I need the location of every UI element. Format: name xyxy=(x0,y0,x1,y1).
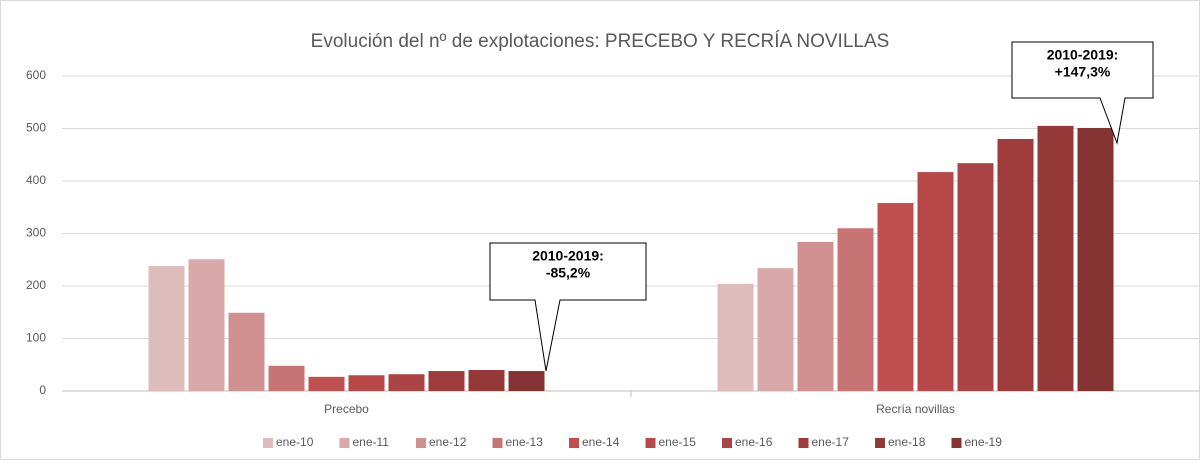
bar xyxy=(837,228,874,391)
bar xyxy=(957,163,994,391)
bar xyxy=(997,139,1034,391)
legend-swatch xyxy=(722,438,732,448)
legend-label: ene-19 xyxy=(965,435,1003,449)
legend-label: ene-17 xyxy=(812,435,850,449)
legend-swatch xyxy=(645,438,656,448)
callout-text: -85,2% xyxy=(546,265,591,281)
legend-label: ene-15 xyxy=(659,435,697,449)
legend-swatch xyxy=(492,438,503,448)
callout-text: 2010-2019: xyxy=(532,248,604,264)
chart-title: Evolución del nº de explotaciones: PRECE… xyxy=(311,31,890,52)
y-tick-label: 0 xyxy=(39,383,46,397)
bar xyxy=(717,283,754,391)
y-tick-label: 500 xyxy=(26,121,46,135)
y-tick-label: 400 xyxy=(26,173,46,187)
legend-swatch xyxy=(569,438,579,448)
x-tick-label: Recría novillas xyxy=(876,402,955,416)
bar xyxy=(148,266,185,391)
legend-swatch xyxy=(339,438,350,448)
callout-box xyxy=(489,242,647,372)
legend-label: ene-12 xyxy=(429,435,467,449)
legend-label: ene-14 xyxy=(582,435,620,449)
y-tick-label: 300 xyxy=(26,226,46,240)
legend-label: ene-16 xyxy=(735,435,773,449)
bar xyxy=(188,259,225,391)
y-tick-label: 600 xyxy=(26,68,46,82)
bar xyxy=(308,376,345,391)
bar xyxy=(388,374,425,391)
bar xyxy=(1077,127,1114,391)
legend-swatch xyxy=(798,438,809,448)
x-tick-label: Precebo xyxy=(324,402,369,416)
bar xyxy=(877,203,914,391)
y-tick-label: 200 xyxy=(26,278,46,292)
legend-swatch xyxy=(416,438,426,448)
legend-label: ene-13 xyxy=(506,435,544,449)
bar xyxy=(917,172,954,391)
callout-text: 2010-2019: xyxy=(1047,47,1119,63)
bar xyxy=(797,241,834,391)
bar xyxy=(757,268,794,391)
bar xyxy=(268,365,305,391)
legend-swatch xyxy=(951,438,962,448)
legend-swatch xyxy=(263,438,273,448)
legend-label: ene-11 xyxy=(353,435,390,449)
legend-swatch xyxy=(875,438,885,448)
callout-text: +147,3% xyxy=(1055,64,1111,80)
bar xyxy=(428,371,465,391)
bar xyxy=(1037,125,1074,391)
legend-label: ene-10 xyxy=(276,435,314,449)
bar xyxy=(508,371,545,391)
y-tick-label: 100 xyxy=(26,331,46,345)
bar xyxy=(228,312,265,391)
callout-box xyxy=(1011,41,1154,145)
bar xyxy=(348,375,385,391)
legend-label: ene-18 xyxy=(888,435,926,449)
bar xyxy=(468,370,505,391)
